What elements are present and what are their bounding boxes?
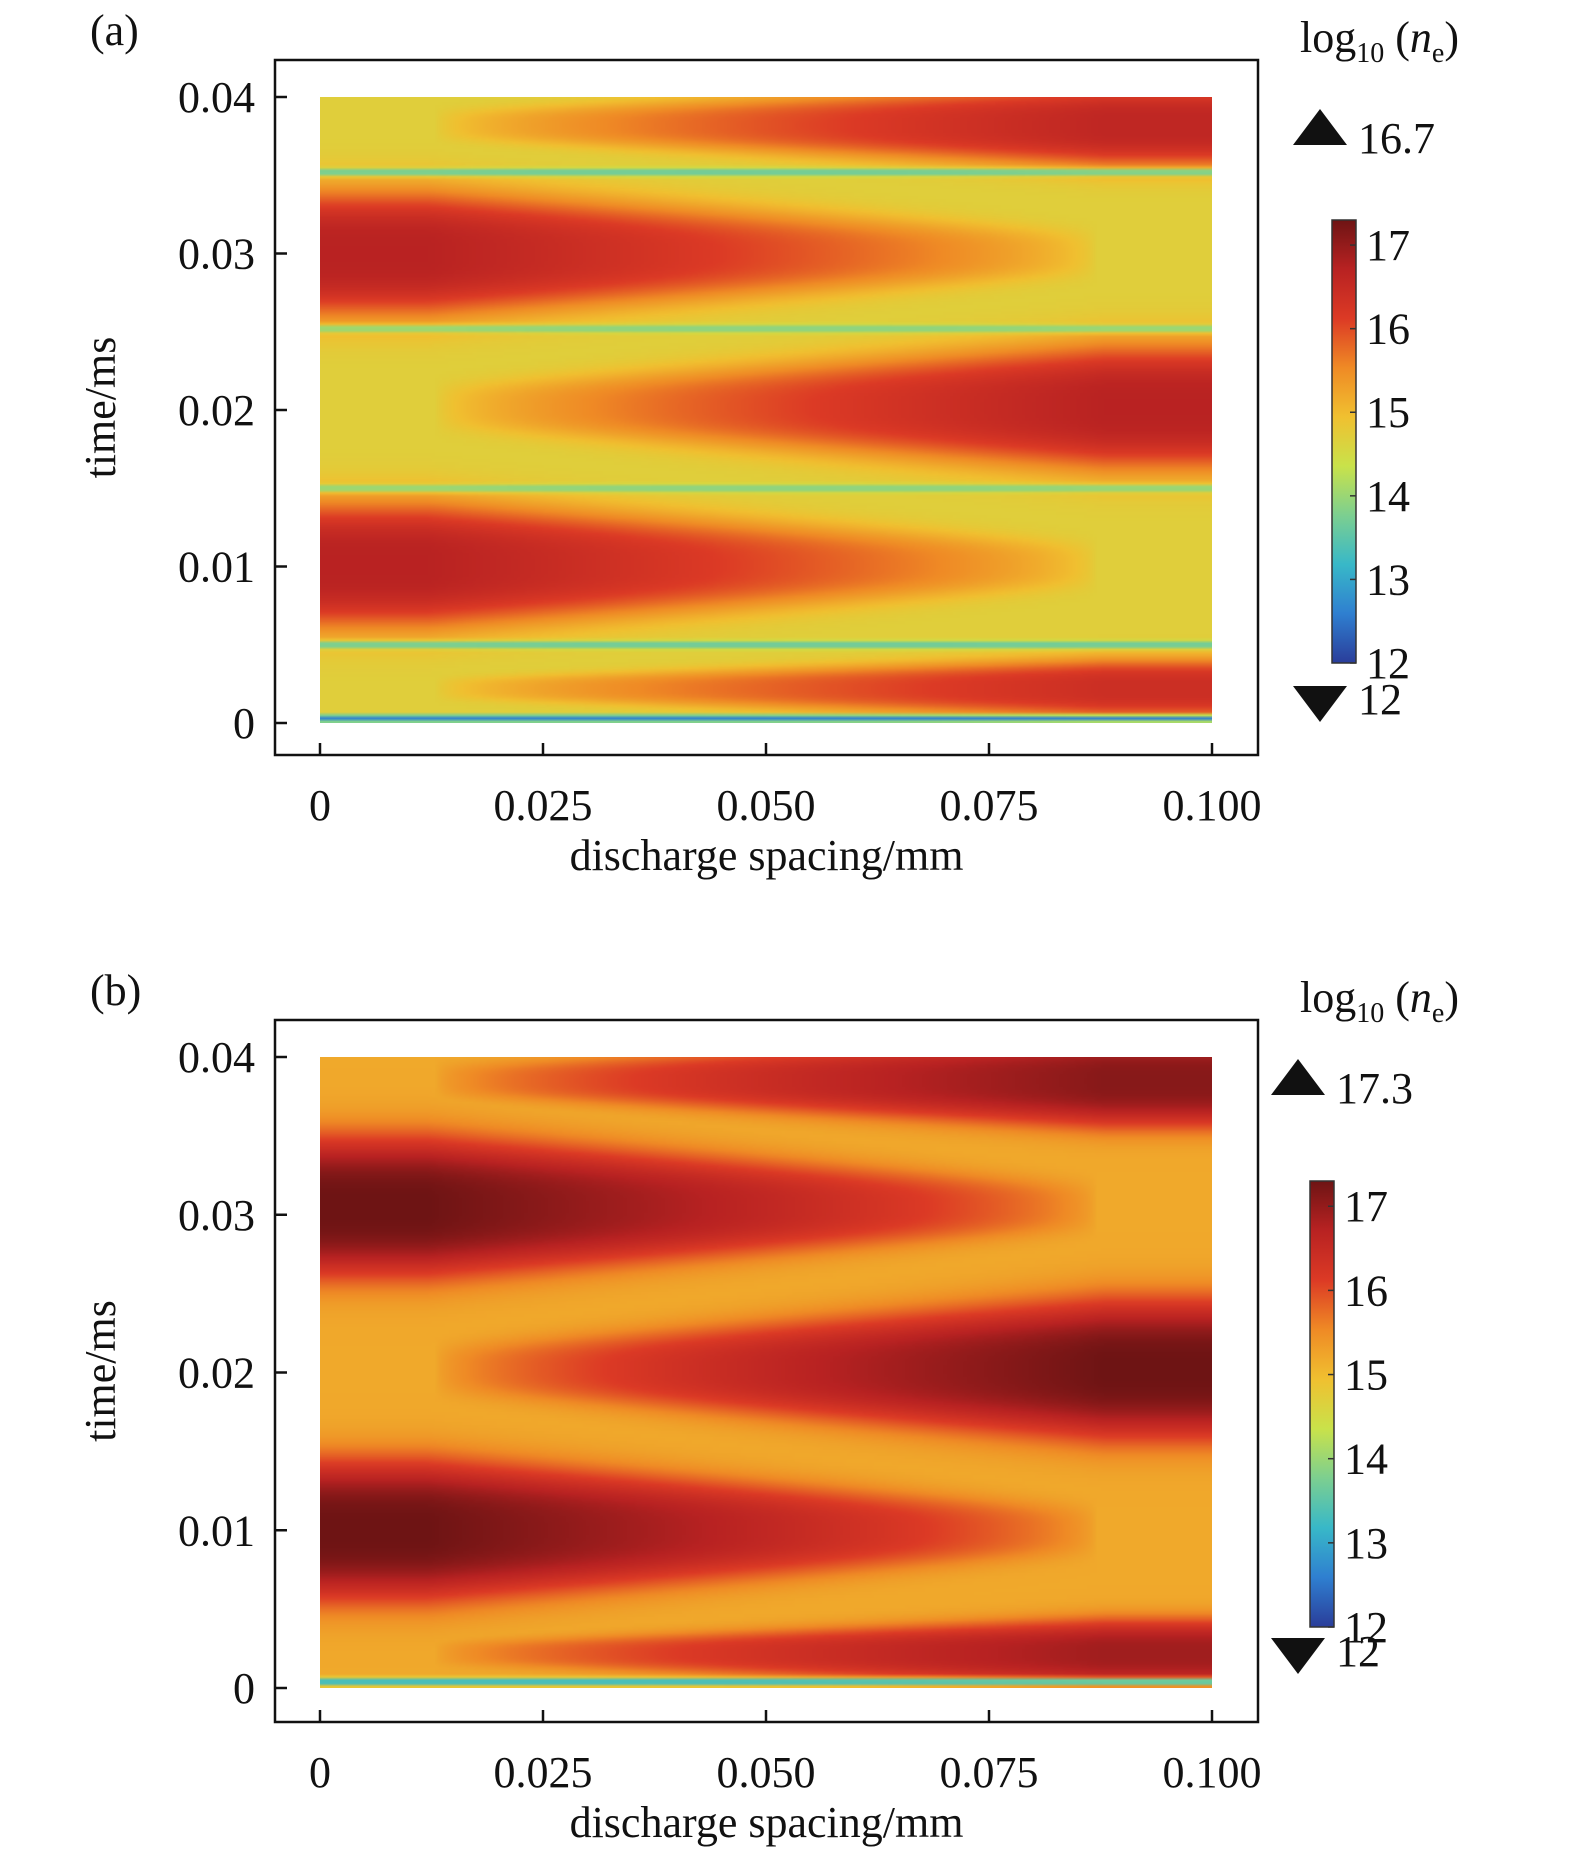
panel-b: (b) 0 0.01 0.02 0.03 0.04 0 0.025 0.050 0.075 0.10… (76, 966, 1459, 1847)
y-tick-label: 0.04 (178, 1033, 255, 1082)
colorbar-tick-label: 16 (1344, 1266, 1388, 1315)
panel-a: (a) 0 0.01 0.02 0.03 0.04 0 0.025 0.050 0.075 0.10… (76, 6, 1459, 880)
colorbar-title-var-sub: e (1432, 998, 1444, 1029)
colorbar-tick-label: 12 (1366, 639, 1410, 688)
y-tick-label: 0.02 (178, 1349, 255, 1398)
y-tick-label: 0.01 (178, 1506, 255, 1555)
colorbar-title-close: ) (1444, 973, 1459, 1022)
min-marker-label: 12 (1336, 1627, 1380, 1676)
colorbar-tick-label: 12 (1344, 1603, 1388, 1652)
colorbar (1331, 219, 1357, 664)
heatmap-image (320, 97, 1212, 723)
colorbar-title-base: log (1300, 13, 1356, 62)
colorbar-title-paren: ( (1384, 973, 1410, 1022)
x-tick-label: 0 (309, 781, 331, 830)
colorbar-tick-label: 17 (1344, 1182, 1388, 1231)
x-tick-label: 0.100 (1163, 1748, 1262, 1797)
y-tick-label: 0.04 (178, 73, 255, 122)
colorbar-title-var-sub: e (1432, 38, 1444, 69)
x-tick-label: 0.075 (940, 1748, 1039, 1797)
y-tick-label: 0 (233, 699, 255, 748)
x-tick-label: 0.050 (717, 1748, 816, 1797)
x-tick-label: 0.025 (494, 781, 593, 830)
x-tick-label: 0.025 (494, 1748, 593, 1797)
colorbar-title-sub: 10 (1356, 38, 1384, 69)
min-marker-label: 12 (1358, 675, 1402, 724)
x-tick-label: 0.050 (717, 781, 816, 830)
max-marker-label: 17.3 (1336, 1064, 1413, 1113)
max-marker-icon (1271, 1059, 1325, 1095)
panel-label: (a) (90, 6, 139, 55)
colorbar-title-sub: 10 (1356, 998, 1384, 1029)
x-tick-label: 0.075 (940, 781, 1039, 830)
colorbar-title-close: ) (1444, 13, 1459, 62)
y-axis-title: time/ms (76, 337, 125, 479)
colorbar-tick-label: 14 (1366, 472, 1410, 521)
colorbar-tick-label: 13 (1344, 1519, 1388, 1568)
x-tick-label: 0.100 (1163, 781, 1262, 830)
colorbar-title-var: n (1410, 973, 1432, 1022)
min-marker-icon (1271, 1638, 1325, 1674)
y-tick-label: 0.01 (178, 543, 255, 592)
colorbar-tick-label: 15 (1344, 1351, 1388, 1400)
y-axis-title: time/ms (76, 1300, 125, 1442)
min-marker-icon (1293, 686, 1347, 722)
colorbar-title: log10 (ne) (1300, 973, 1459, 1029)
colorbar-title-base: log (1300, 973, 1356, 1022)
colorbar-title: log10 (ne) (1300, 13, 1459, 69)
x-axis-title: discharge spacing/mm (570, 831, 964, 880)
x-tick-label: 0 (309, 1748, 331, 1797)
colorbar-tick-label: 15 (1366, 388, 1410, 437)
colorbar-tick-label: 16 (1366, 305, 1410, 354)
y-tick-label: 0.03 (178, 1191, 255, 1240)
max-marker-label: 16.7 (1358, 114, 1435, 163)
colorbar-title-paren: ( (1384, 13, 1410, 62)
panel-label: (b) (90, 966, 141, 1015)
heatmap-image (320, 1057, 1212, 1688)
y-tick-label: 0.02 (178, 386, 255, 435)
colorbar-title-var: n (1410, 13, 1432, 62)
colorbar-tick-label: 14 (1344, 1435, 1388, 1484)
colorbar (1309, 1180, 1335, 1628)
colorbar-tick-label: 17 (1366, 221, 1410, 270)
y-tick-label: 0.03 (178, 230, 255, 279)
max-marker-icon (1293, 109, 1347, 145)
y-tick-label: 0 (233, 1664, 255, 1713)
colorbar-tick-label: 13 (1366, 555, 1410, 604)
x-axis-title: discharge spacing/mm (570, 1798, 964, 1847)
